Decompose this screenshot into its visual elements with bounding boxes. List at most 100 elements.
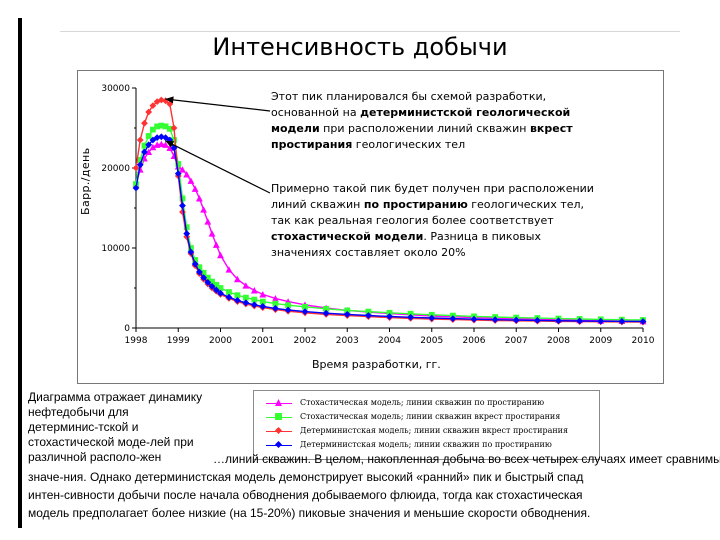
data-point	[166, 125, 173, 132]
data-point	[302, 303, 308, 310]
data-point	[171, 137, 177, 143]
data-point	[225, 293, 233, 301]
data-point	[191, 185, 199, 192]
annotation-line: Этот пик планировался бы схемой разработ…	[271, 90, 547, 103]
data-point	[188, 245, 194, 251]
data-point	[407, 310, 414, 317]
data-point	[154, 123, 161, 130]
data-point	[200, 269, 207, 276]
data-point	[251, 296, 258, 303]
data-point	[191, 260, 199, 268]
data-point	[175, 161, 182, 167]
slide-left-rule	[18, 18, 22, 528]
data-point	[217, 289, 224, 297]
data-point	[145, 133, 152, 139]
data-point	[272, 300, 279, 307]
y-tick-label: 10000	[101, 244, 130, 254]
caption-line: …линий скважин. В целом, накопленная доб…	[213, 452, 720, 466]
caption-line: нефтедобычи для	[28, 405, 129, 419]
data-point	[183, 224, 190, 231]
caption-bottom: …линий скважин. В целом, накопленная доб…	[28, 450, 720, 522]
x-axis-label: Время разработки, гг.	[312, 358, 441, 371]
diamond-marker-icon	[275, 427, 282, 434]
title-rule	[60, 31, 680, 32]
x-tick-label: 2007	[505, 336, 528, 346]
data-point	[195, 195, 203, 202]
data-point	[639, 318, 647, 325]
data-point	[407, 313, 415, 321]
annotation-line: линий скважин по простиранию геологическ…	[271, 198, 585, 211]
caption-line: модель предполагает более низкие (на 15-…	[28, 506, 591, 520]
legend-label: Детерминистская модель; линии скважин вк…	[300, 426, 569, 435]
data-point	[196, 264, 203, 271]
data-point	[242, 294, 249, 301]
annotation-peak-top: Этот пик планировался бы схемой разработ…	[271, 89, 573, 153]
data-point	[200, 274, 207, 281]
data-point	[284, 306, 292, 314]
data-point	[285, 302, 291, 309]
data-point	[365, 308, 372, 315]
data-point	[187, 248, 195, 256]
data-point	[179, 202, 186, 209]
data-point	[386, 309, 393, 316]
annotation-arrow-top-head	[165, 96, 174, 104]
diamond-marker-icon	[275, 441, 282, 448]
data-point	[174, 170, 182, 177]
annotation-line: стохастической модели. Разница в пиковых	[271, 230, 541, 243]
caption-line: детерминис-тской и	[28, 420, 139, 434]
data-point	[208, 283, 216, 290]
chart-legend: Стохастическая модель; линии скважин по …	[253, 390, 600, 460]
data-point	[157, 133, 165, 141]
data-point	[157, 140, 165, 148]
x-tick-label: 1998	[125, 336, 148, 346]
data-point	[145, 148, 153, 156]
data-point	[618, 317, 626, 325]
data-point	[204, 274, 211, 281]
data-point	[225, 266, 233, 273]
data-point	[145, 108, 153, 116]
annotation-line: так как реальная геология более соответс…	[271, 214, 554, 227]
data-point	[200, 206, 207, 213]
caption-left: Диаграмма отражает динамику нефтедобычи …	[28, 390, 243, 465]
data-point	[179, 166, 186, 173]
x-tick-label: 2003	[336, 336, 359, 346]
data-point	[162, 123, 169, 130]
data-point	[576, 317, 584, 325]
annotation-line: значениях составляет около 20%	[271, 246, 466, 259]
data-point	[179, 195, 186, 202]
data-point	[242, 282, 250, 289]
y-tick-label: 0	[124, 324, 130, 334]
legend-label: Стохастическая модель; линии скважин вкр…	[300, 412, 561, 421]
annotation-line: простирания геологических тел	[271, 138, 466, 151]
data-point	[204, 279, 212, 286]
x-tick-label: 2002	[294, 336, 317, 346]
legend-label: Детерминистская модель; линии скважин по…	[300, 440, 552, 449]
square-marker-icon	[275, 413, 282, 420]
legend-item: Детерминистская модель; линии скважин вк…	[262, 425, 592, 438]
data-point	[234, 297, 241, 304]
page-title: Интенсивность добычи	[212, 33, 508, 61]
data-point	[132, 164, 140, 172]
data-point	[149, 102, 157, 109]
data-point	[259, 291, 267, 298]
triangle-marker-icon	[275, 399, 282, 406]
data-point	[208, 230, 216, 237]
legend-item: Стохастическая модель; линии скважин по …	[262, 397, 592, 410]
data-point	[179, 208, 186, 216]
data-point	[343, 311, 351, 318]
chart-area: 0 10000 20000 30000 1998 1999 2000 2001 2002 2003…	[77, 70, 664, 384]
data-point	[555, 317, 562, 325]
legend-label: Стохастическая модель; линии скважин по …	[300, 398, 545, 407]
data-point	[132, 184, 140, 192]
data-point	[141, 148, 148, 156]
data-point	[597, 317, 605, 325]
data-point	[204, 218, 212, 225]
data-point	[153, 134, 161, 141]
data-point	[158, 122, 165, 129]
data-point	[217, 251, 224, 259]
data-point	[133, 181, 139, 187]
caption-line: стохастической моде-лей при	[28, 435, 194, 449]
data-point	[183, 230, 191, 237]
data-point	[192, 257, 199, 263]
data-point	[259, 303, 267, 310]
